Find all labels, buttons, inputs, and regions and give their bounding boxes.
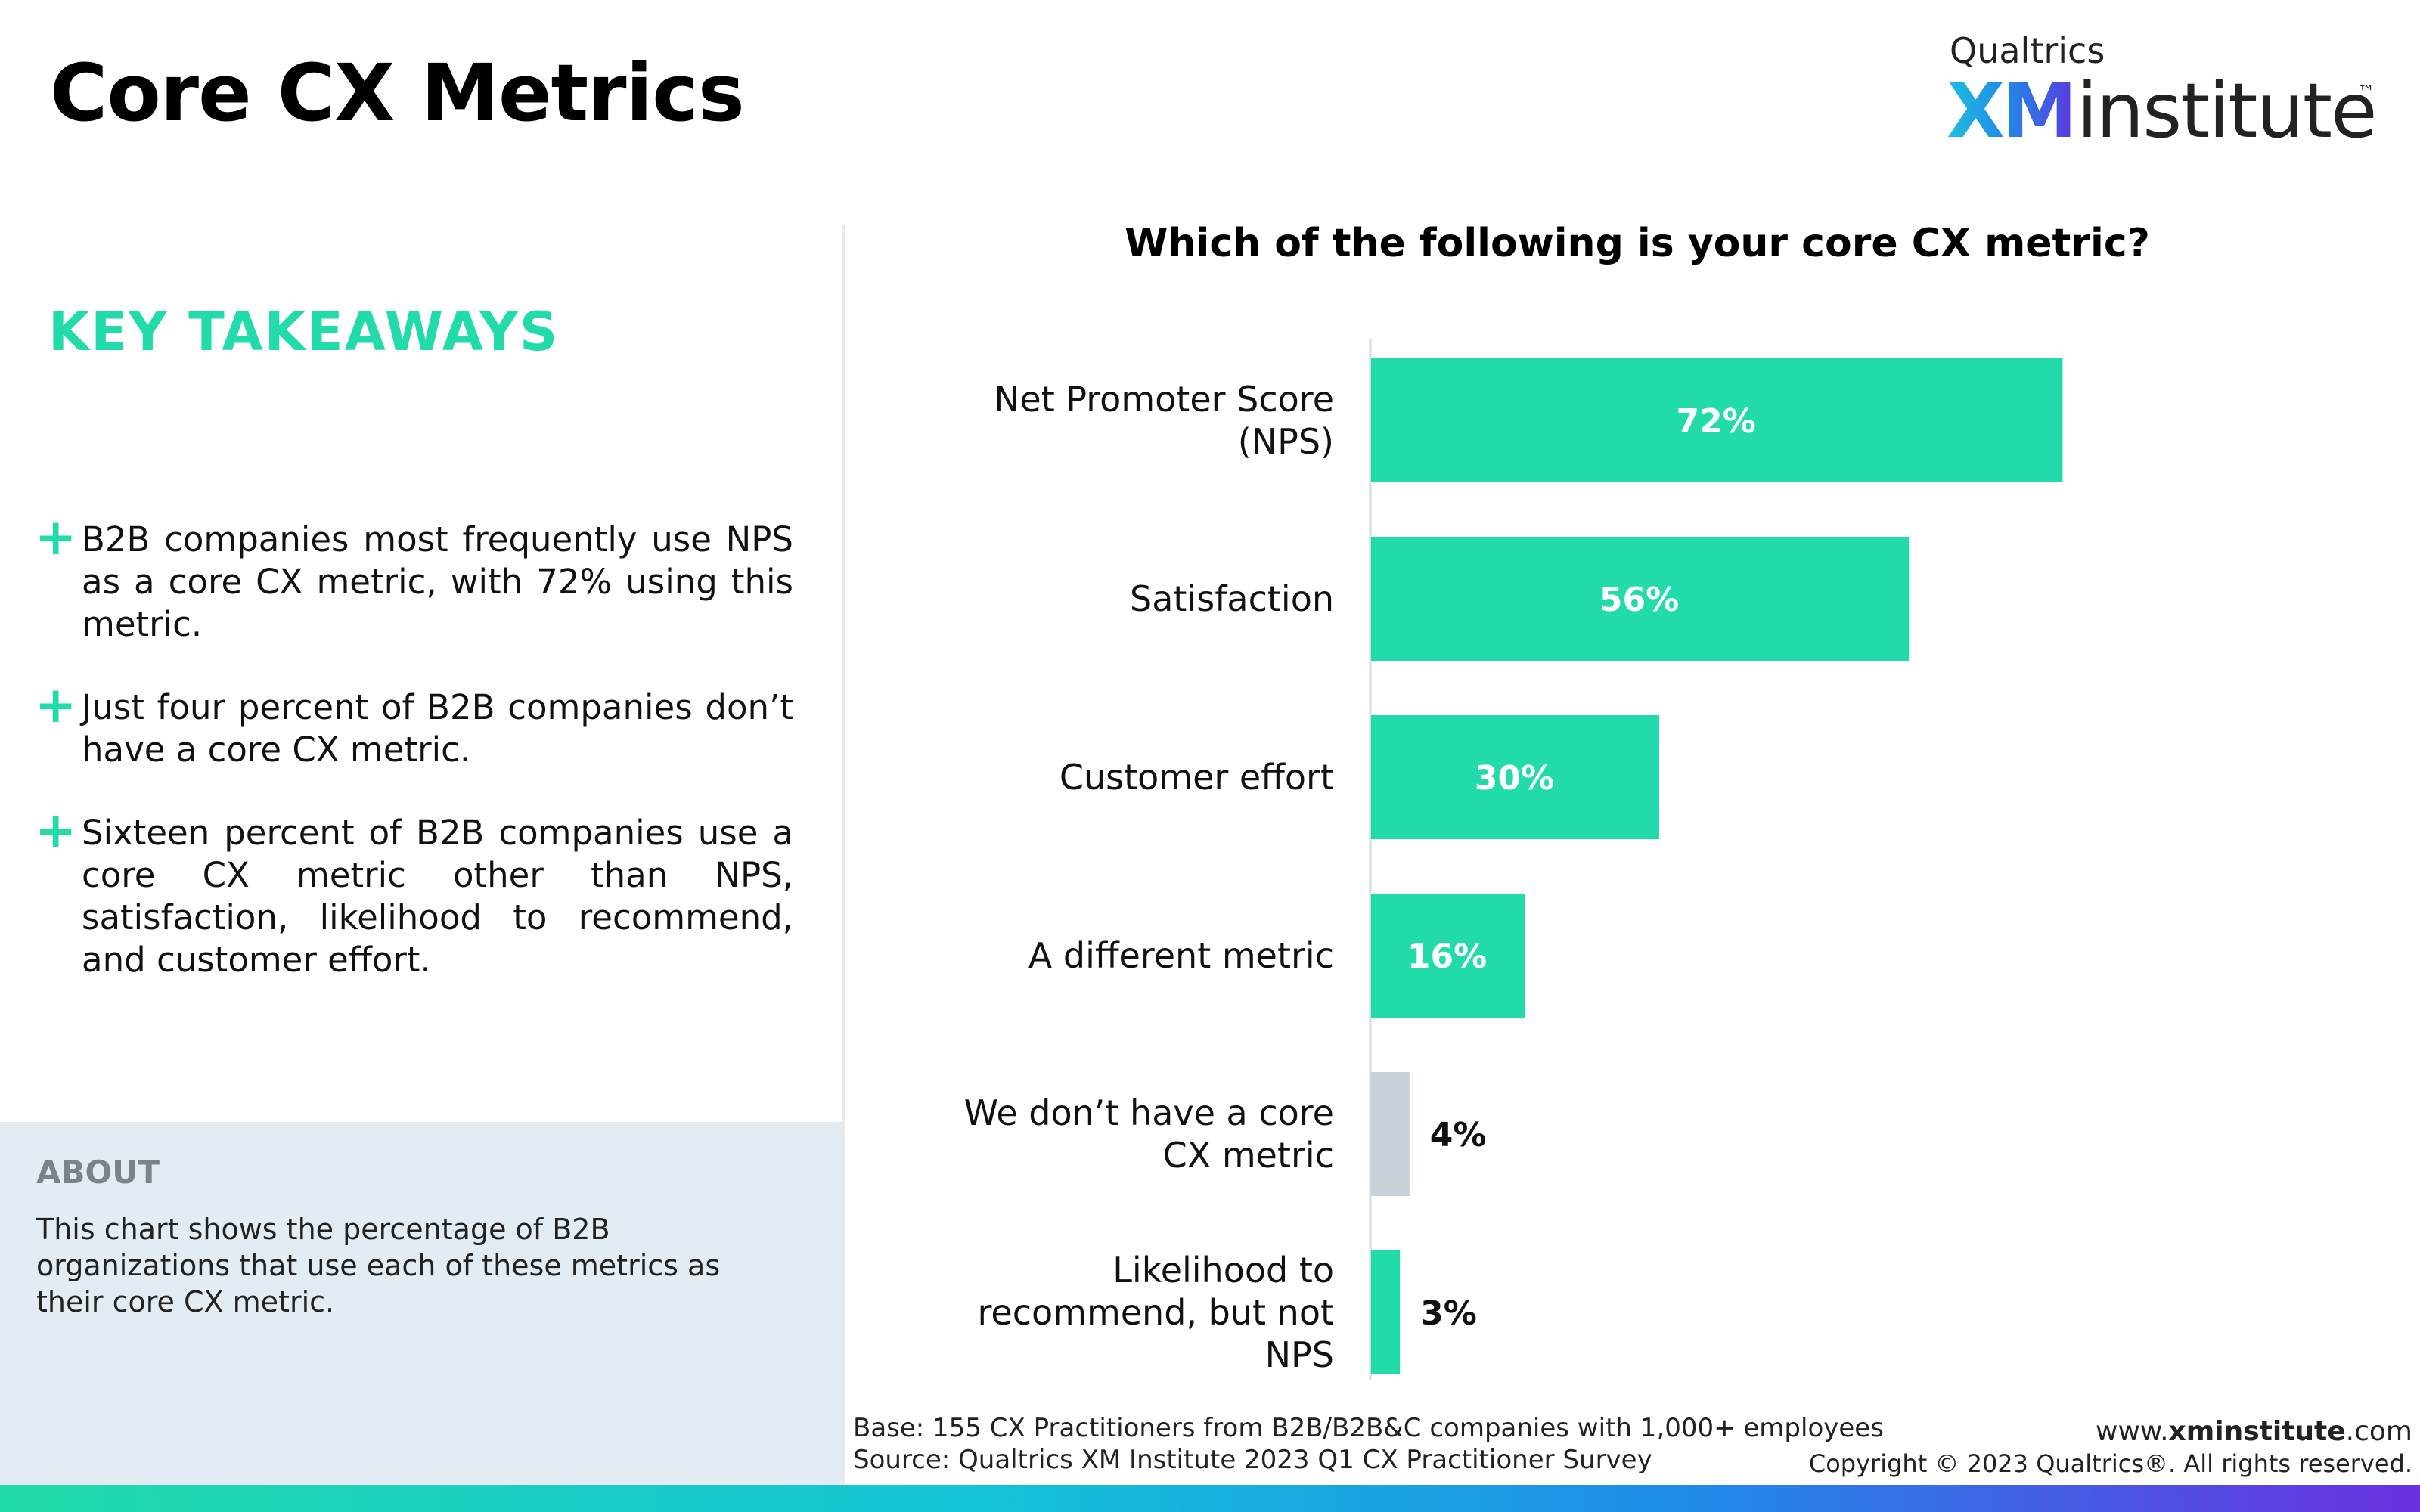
bar-value-label: 56% — [1599, 581, 1679, 619]
footer-base-source: Base: 155 CX Practitioners from B2B/B2B&… — [853, 1412, 1884, 1476]
footer-copyright: Copyright © 2023 Qualtrics®. All rights … — [1808, 1449, 2412, 1478]
takeaway-item: + Just four percent of B2B companies don… — [35, 676, 793, 771]
takeaway-item: + Sixteen percent of B2B companies use a… — [35, 801, 793, 981]
about-panel: ABOUT This chart shows the percentage of… — [0, 1122, 842, 1485]
chart-bar — [1371, 1250, 1401, 1374]
logo-xm: XM — [1947, 67, 2077, 155]
key-takeaways-heading: KEY TAKEAWAYS — [48, 301, 560, 363]
chart-title: Which of the following is your core CX m… — [1125, 221, 2150, 266]
category-label: Likelihood to recommend, but not NPS — [978, 1250, 1335, 1375]
takeaway-item: + B2B companies most frequently use NPS … — [35, 508, 793, 646]
about-title: ABOUT — [36, 1154, 160, 1191]
page-title: Core CX Metrics — [50, 47, 745, 139]
bar-value-label: 4% — [1430, 1116, 1487, 1154]
logo-institute: institute — [2077, 67, 2378, 155]
about-text: This chart shows the percentage of B2B o… — [36, 1213, 721, 1318]
takeaway-text: B2B companies most frequently use NPS as… — [82, 519, 793, 644]
category-label: Net Promoter Score (NPS) — [994, 379, 1334, 462]
category-label: We don’t have a core CX metric — [964, 1092, 1334, 1176]
chart-bar — [1371, 1072, 1410, 1196]
footer-base: Base: 155 CX Practitioners from B2B/B2B&… — [853, 1413, 1884, 1443]
chart-bar — [1371, 537, 1910, 661]
bar-value-label: 16% — [1407, 937, 1487, 976]
chart-bar — [1371, 715, 1659, 839]
footer-website[interactable]: www.xminstitute.com — [1809, 1415, 2412, 1448]
category-label: A different metric — [1028, 935, 1334, 976]
category-label: Customer effort — [1060, 757, 1334, 798]
category-label: Satisfaction — [1130, 578, 1334, 619]
bar-value-label: 3% — [1420, 1294, 1477, 1333]
logo-top-word: Qualtrics — [1950, 30, 2105, 71]
plus-icon: + — [35, 676, 77, 734]
bottom-gradient-bar — [0, 1485, 2420, 1512]
bar-value-label: 72% — [1677, 402, 1756, 441]
bar-value-label: 30% — [1475, 759, 1554, 798]
footer-source: Source: Qualtrics XM Institute 2023 Q1 C… — [853, 1445, 1652, 1475]
chart-bar — [1371, 358, 2063, 482]
plus-icon: + — [35, 801, 77, 860]
xm-institute-logo: Qualtrics XM institute ™ — [1947, 30, 2378, 155]
panel-divider — [842, 225, 845, 1485]
website-suffix: .com — [2345, 1416, 2412, 1447]
takeaway-text: Sixteen percent of B2B companies use a c… — [82, 813, 793, 980]
takeaway-text: Just four percent of B2B companies don’t… — [82, 687, 793, 770]
website-prefix: www. — [2096, 1416, 2169, 1447]
footer-credits: www.xminstitute.com Copyright © 2023 Qua… — [1809, 1415, 2412, 1479]
chart-bar — [1371, 894, 1525, 1018]
website-domain: xminstitute — [2168, 1416, 2346, 1447]
logo-trademark: ™ — [2358, 83, 2375, 102]
plus-icon: + — [35, 508, 77, 566]
